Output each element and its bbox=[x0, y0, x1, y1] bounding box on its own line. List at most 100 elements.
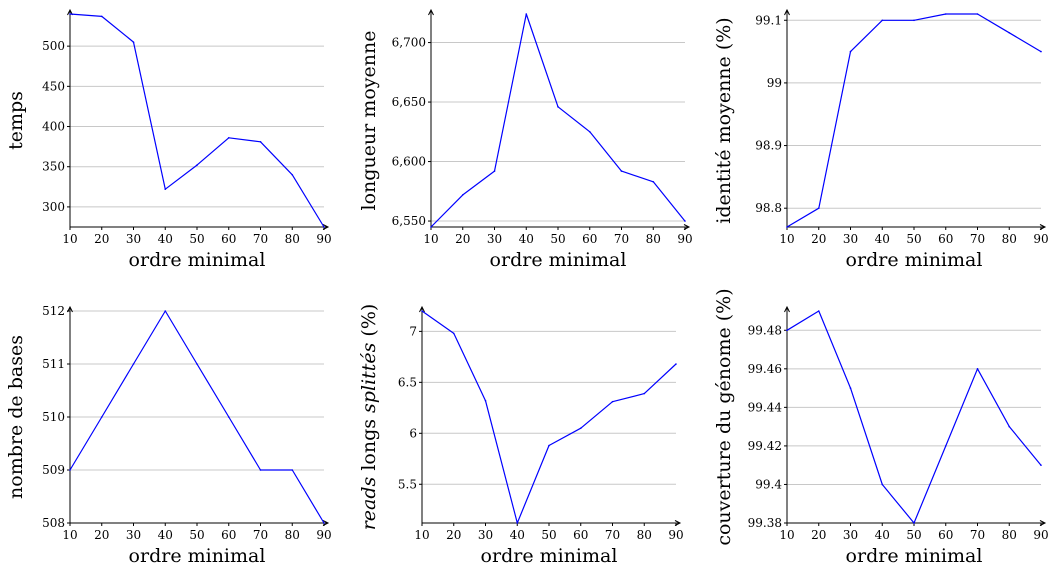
x-axis-label: ordre minimal bbox=[490, 249, 627, 271]
x-axis-arrow-icon bbox=[674, 520, 682, 526]
y-axis-label-part: (%) bbox=[358, 304, 380, 343]
data-point bbox=[421, 310, 423, 312]
y-tick-label: 510 bbox=[42, 410, 65, 424]
x-tick-label: 10 bbox=[779, 232, 794, 246]
x-tick-label: 10 bbox=[423, 232, 438, 246]
x-tick-label: 60 bbox=[573, 528, 588, 542]
x-tick-label: 50 bbox=[541, 528, 556, 542]
data-point bbox=[291, 469, 294, 471]
series-line bbox=[430, 13, 686, 228]
x-tick-label: 40 bbox=[875, 528, 890, 542]
x-axis-arrow-icon bbox=[322, 520, 330, 526]
x-tick-label: 70 bbox=[605, 528, 620, 542]
x-tick-label: 30 bbox=[126, 232, 141, 246]
y-tick-label: 99.48 bbox=[748, 323, 782, 337]
data-point bbox=[196, 363, 198, 365]
data-point bbox=[452, 332, 455, 335]
data-point bbox=[588, 131, 591, 133]
x-tick-label: 80 bbox=[1002, 232, 1017, 246]
data-point bbox=[817, 207, 820, 210]
y-tick-label: 400 bbox=[42, 120, 65, 134]
x-tick-label: 10 bbox=[779, 528, 794, 542]
chart-6: 99.38 99.4 99.42 99.44 99.46 99.48 10 20 30 40 50 6… bbox=[713, 288, 1049, 567]
y-axis-label: nombre de bases bbox=[5, 335, 27, 499]
data-point bbox=[786, 226, 788, 228]
x-axis-arrow-icon bbox=[683, 224, 691, 230]
data-point bbox=[881, 19, 884, 22]
data-point bbox=[913, 19, 915, 22]
x-tick-label: 70 bbox=[614, 232, 629, 246]
data-point bbox=[817, 310, 820, 312]
x-tick-label: 10 bbox=[414, 528, 429, 542]
x-tick-label: 30 bbox=[843, 232, 858, 246]
y-tick-label: 6.5 bbox=[398, 375, 417, 389]
y-tick-label: 99.4 bbox=[755, 477, 782, 491]
x-tick-label: 70 bbox=[970, 232, 985, 246]
data-point bbox=[69, 469, 71, 471]
data-point bbox=[516, 522, 519, 524]
data-point bbox=[652, 180, 655, 183]
data-point bbox=[484, 399, 487, 402]
x-tick-label: 90 bbox=[1033, 232, 1048, 246]
y-axis-label: reads longs splittés (%) bbox=[358, 304, 380, 531]
x-tick-label: 70 bbox=[253, 528, 268, 542]
x-tick-label: 70 bbox=[253, 232, 268, 246]
data-point bbox=[430, 226, 432, 228]
x-tick-label: 70 bbox=[970, 528, 985, 542]
data-point bbox=[944, 445, 947, 447]
data-point bbox=[620, 170, 623, 172]
x-tick-label: 90 bbox=[316, 528, 331, 542]
data-point bbox=[643, 392, 646, 395]
data-point bbox=[132, 41, 135, 43]
x-tick-label: 40 bbox=[519, 232, 534, 246]
x-tick-label: 80 bbox=[285, 528, 300, 542]
x-axis-label: ordre minimal bbox=[846, 545, 983, 567]
data-point bbox=[525, 13, 528, 15]
data-point bbox=[579, 427, 582, 430]
data-point bbox=[196, 164, 198, 166]
x-tick-label: 20 bbox=[455, 232, 470, 246]
y-tick-label: 99.44 bbox=[748, 400, 783, 414]
y-tick-label: 99 bbox=[767, 76, 782, 90]
x-tick-label: 50 bbox=[906, 232, 921, 246]
y-tick-label: 350 bbox=[42, 160, 65, 174]
y-axis-arrow-icon bbox=[419, 305, 425, 313]
y-tick-label: 6,700 bbox=[392, 36, 426, 50]
x-tick-label: 60 bbox=[938, 232, 953, 246]
data-point bbox=[227, 136, 230, 139]
y-tick-label: 300 bbox=[42, 200, 65, 214]
x-tick-label: 60 bbox=[938, 528, 953, 542]
y-tick-label: 6 bbox=[409, 426, 417, 440]
y-axis-label-part: longs bbox=[358, 413, 380, 477]
x-tick-label: 60 bbox=[221, 232, 236, 246]
data-point bbox=[132, 363, 135, 365]
series-line bbox=[786, 13, 1042, 228]
x-axis-label: ordre minimal bbox=[129, 249, 266, 271]
x-tick-label: 90 bbox=[1033, 528, 1048, 542]
y-tick-label: 7 bbox=[409, 324, 417, 338]
y-tick-label: 6,650 bbox=[392, 95, 426, 109]
data-point bbox=[227, 416, 230, 418]
data-point bbox=[976, 368, 979, 370]
series-line bbox=[786, 310, 1042, 524]
data-point bbox=[786, 329, 788, 332]
data-point bbox=[849, 387, 852, 389]
x-tick-label: 30 bbox=[487, 232, 502, 246]
x-axis-label: ordre minimal bbox=[129, 545, 266, 567]
y-tick-label: 450 bbox=[42, 79, 65, 93]
x-tick-label: 80 bbox=[646, 232, 661, 246]
data-point bbox=[684, 220, 686, 222]
y-tick-label: 511 bbox=[42, 357, 65, 371]
x-tick-label: 30 bbox=[478, 528, 493, 542]
data-point bbox=[164, 310, 167, 312]
y-tick-label: 99.42 bbox=[748, 439, 782, 453]
x-tick-label: 30 bbox=[126, 528, 141, 542]
x-tick-label: 80 bbox=[1002, 528, 1017, 542]
data-point bbox=[323, 226, 325, 228]
chart-5: 5.5 6 6.5 7 10 20 30 40 50 60 70 80 90 ordre minimal r… bbox=[358, 304, 684, 567]
x-tick-label: 60 bbox=[221, 528, 236, 542]
x-tick-label: 40 bbox=[510, 528, 525, 542]
y-tick-label: 512 bbox=[42, 304, 65, 318]
data-point bbox=[100, 15, 103, 18]
